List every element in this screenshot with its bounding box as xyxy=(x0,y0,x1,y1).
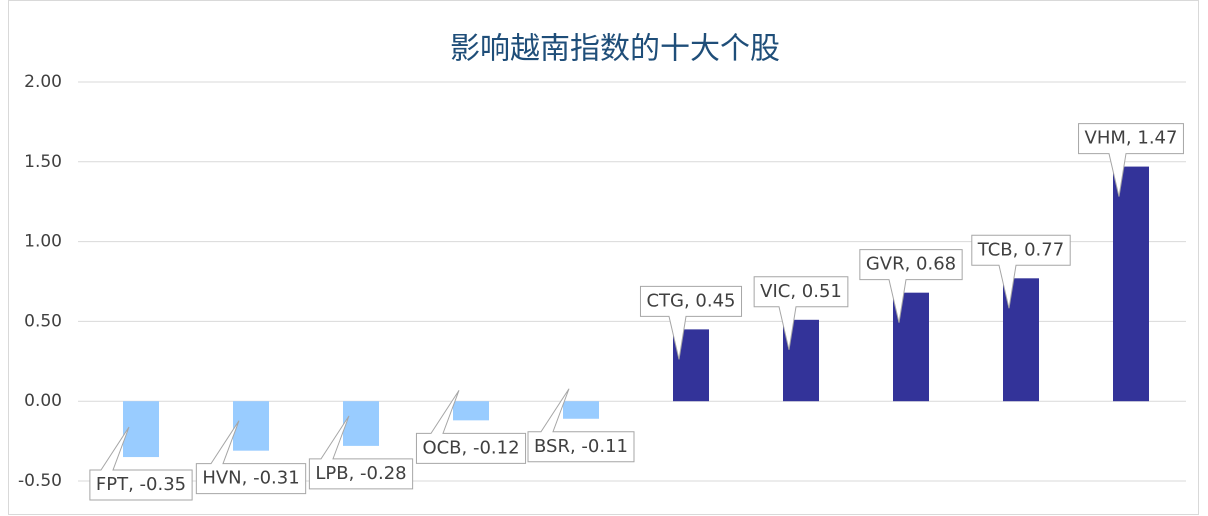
y-tick-label: 1.00 xyxy=(24,232,62,252)
y-tick-label: 0.50 xyxy=(24,311,62,331)
callout-box xyxy=(527,388,635,463)
callout-box xyxy=(89,426,193,501)
bar xyxy=(343,401,379,446)
data-label: BSR, -0.11 xyxy=(534,436,628,457)
data-label: LPB, -0.28 xyxy=(315,463,406,484)
data-label: CTG, 0.45 xyxy=(646,290,735,311)
bar xyxy=(233,401,269,451)
bar xyxy=(563,401,599,419)
callout-box xyxy=(859,249,963,323)
data-label: TCB, 0.77 xyxy=(977,239,1064,260)
y-tick-label: 0.00 xyxy=(24,391,62,411)
callout-box xyxy=(753,276,849,350)
data-label: OCB, -0.12 xyxy=(422,437,519,458)
data-label: VIC, 0.51 xyxy=(760,281,842,302)
bar xyxy=(1113,166,1149,402)
chart-title: 影响越南指数的十大个股 xyxy=(450,32,780,67)
callout-box xyxy=(1078,123,1184,197)
y-tick-label: -0.50 xyxy=(18,471,62,491)
data-label: FPT, -0.35 xyxy=(96,474,186,495)
data-label: HVN, -0.31 xyxy=(202,468,299,489)
bar xyxy=(453,401,489,421)
data-label: VHM, 1.47 xyxy=(1085,128,1178,149)
y-tick-label: 1.50 xyxy=(24,152,62,172)
data-label: GVR, 0.68 xyxy=(866,254,956,275)
callout-box xyxy=(308,415,414,490)
y-tick-label: 2.00 xyxy=(24,72,62,92)
bar xyxy=(123,401,159,458)
callout-box xyxy=(639,285,743,360)
callout-box xyxy=(195,420,307,495)
callout-box xyxy=(415,390,527,464)
callout-box xyxy=(971,234,1071,309)
